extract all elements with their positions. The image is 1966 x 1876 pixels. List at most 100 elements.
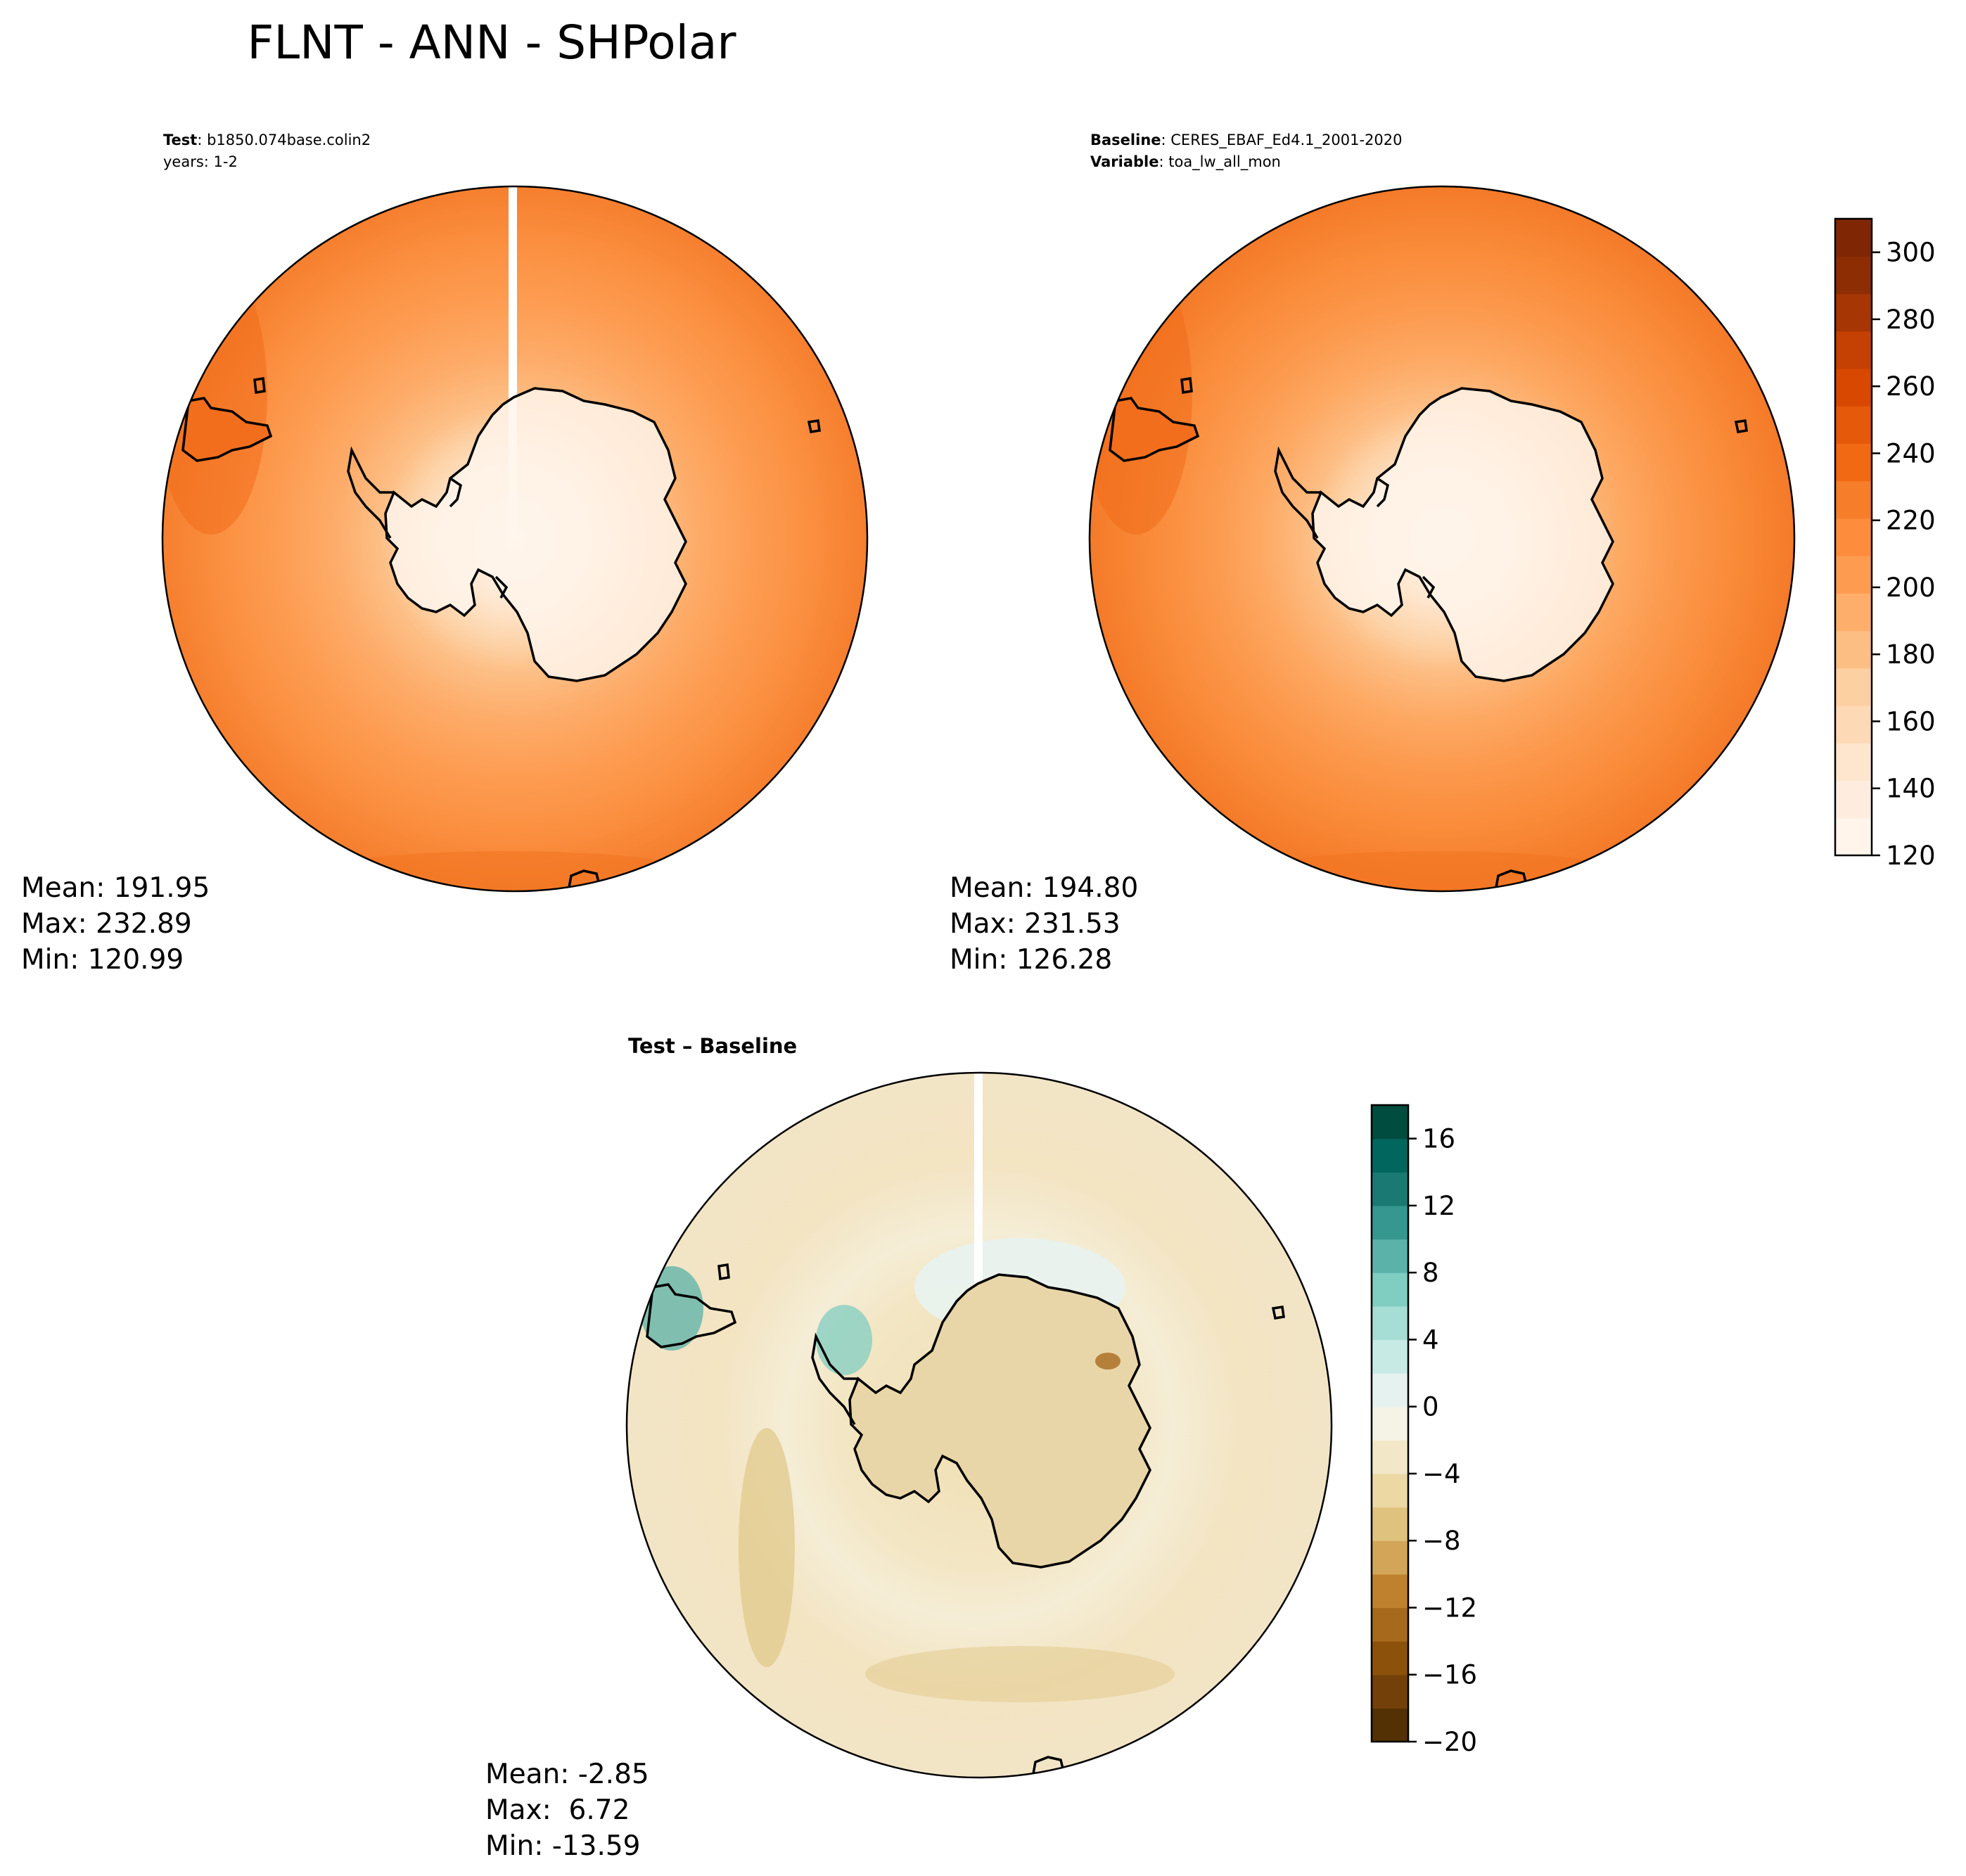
colorbar-diff-segment	[1372, 1674, 1408, 1709]
colorbar-main-tick-label: 220	[1886, 506, 1936, 536]
colorbar-diff-tick-label: 8	[1422, 1258, 1439, 1288]
colorbar-main: 120 140 160 180 200 220 240 260 280 300	[1834, 217, 1936, 871]
baseline-map-island	[1734, 419, 1748, 434]
colorbar-diff-segment	[1372, 1607, 1408, 1642]
baseline-map-africa-coast	[1493, 869, 1528, 891]
colorbar-main-segment	[1835, 593, 1872, 632]
baseline-map-falkland-island	[1180, 376, 1193, 395]
colorbar-diff-tick-label: −8	[1422, 1526, 1461, 1556]
diff-map	[625, 1071, 1333, 1779]
baseline-variable-value: : toa_lw_all_mon	[1158, 153, 1281, 170]
test-mean: Mean: 191.95	[21, 872, 210, 904]
figure-title: FLNT - ANN - SHPolar	[247, 15, 736, 70]
test-max: Max: 232.89	[21, 908, 192, 940]
baseline-label-value: : CERES_EBAF_Ed4.1_2001-2020	[1161, 132, 1403, 148]
colorbar-diff-segment	[1372, 1440, 1408, 1474]
baseline-label: Baseline: CERES_EBAF_Ed4.1_2001-2020 Var…	[1090, 129, 1402, 173]
diff-stats: Mean: -2.85 Max: 6.72 Min: -13.59	[485, 1756, 649, 1864]
test-map-africa-coast	[566, 869, 601, 891]
baseline-stats: Mean: 194.80 Max: 231.53 Min: 126.28	[950, 870, 1138, 978]
colorbar-diff-segment	[1372, 1406, 1408, 1441]
baseline-map-warm-region-south	[1224, 851, 1646, 891]
colorbar-diff-segment	[1372, 1507, 1408, 1541]
colorbar-diff-segment	[1372, 1473, 1408, 1508]
colorbar-main-tick-label: 260	[1886, 371, 1936, 402]
colorbar-main-segment	[1835, 817, 1872, 856]
colorbar-diff-segment	[1372, 1708, 1408, 1742]
diff-map-south-america-coast	[646, 1283, 737, 1348]
diff-map-island	[1271, 1306, 1285, 1320]
colorbar-main-segment	[1835, 743, 1872, 781]
colorbar-main-segment	[1835, 331, 1872, 369]
baseline-map-boundary	[1088, 185, 1796, 893]
colorbar-main-tick-label: 140	[1886, 774, 1936, 804]
colorbar-main-tick-label: 160	[1886, 706, 1936, 736]
colorbar-main-segment	[1835, 256, 1872, 295]
colorbar-diff-tick-label: −12	[1422, 1593, 1477, 1623]
colorbar-main-segment	[1835, 630, 1872, 669]
colorbar-main-tick-label: 300	[1886, 238, 1936, 268]
diff-max: Max: 6.72	[485, 1794, 630, 1826]
baseline-variable-key: Variable	[1090, 153, 1159, 170]
colorbar-diff-segment	[1372, 1239, 1408, 1273]
colorbar-main-segment	[1835, 706, 1872, 744]
colorbar-diff-tick-label: −4	[1422, 1459, 1461, 1489]
baseline-map	[1088, 185, 1796, 893]
colorbar-main-segment	[1835, 368, 1872, 407]
colorbar-main-segment	[1835, 518, 1872, 556]
diff-title: Test – Baseline	[628, 1034, 798, 1058]
test-map-warm-region	[162, 253, 267, 535]
baseline-mean: Mean: 194.80	[950, 872, 1139, 904]
colorbar-main-segment	[1835, 406, 1872, 445]
colorbar-diff-tick-label: 0	[1422, 1392, 1439, 1422]
colorbar-main-segment	[1835, 480, 1872, 519]
test-label: Test: b1850.074base.colin2 years: 1-2	[163, 129, 371, 173]
colorbar-diff: −20 −16 −12 −8 −4 0 4 8 12 16	[1370, 1104, 1477, 1757]
test-min: Min: 120.99	[21, 944, 184, 976]
diff-map-antarctica-coast	[848, 1273, 1151, 1569]
diff-map-negative-region	[739, 1428, 795, 1667]
colorbar-diff-tick-label: 12	[1422, 1191, 1455, 1221]
test-label-key: Test	[163, 132, 198, 148]
colorbar-main-tick-label: 200	[1886, 573, 1936, 603]
colorbar-main-tick-label: 180	[1886, 639, 1936, 670]
diff-map-boundary	[625, 1071, 1333, 1779]
baseline-max: Max: 231.53	[950, 908, 1121, 940]
diff-map-positive-region-peninsula	[816, 1305, 872, 1375]
colorbar-main-tick-label: 280	[1886, 305, 1936, 335]
test-years: years: 1-2	[163, 153, 238, 170]
diff-map-africa-coast	[1030, 1756, 1065, 1778]
colorbar-main-segment	[1835, 443, 1872, 482]
colorbar-diff-segment	[1372, 1540, 1408, 1575]
diff-map-negative-region-south	[865, 1646, 1175, 1702]
colorbar-main-tick-label: 240	[1886, 438, 1936, 468]
colorbar-diff-segment	[1372, 1105, 1408, 1140]
baseline-map-south-america-coast	[1109, 397, 1200, 462]
colorbar-diff-tick-label: 4	[1422, 1325, 1439, 1355]
test-map-island	[807, 419, 821, 434]
colorbar-diff-frame	[1370, 1104, 1410, 1743]
colorbar-diff-segment	[1372, 1205, 1408, 1240]
colorbar-main-segment	[1835, 219, 1872, 257]
colorbar-main-segment	[1835, 780, 1872, 819]
colorbar-diff-segment	[1372, 1641, 1408, 1676]
colorbar-diff-segment	[1372, 1138, 1408, 1173]
colorbar-main-segment	[1835, 556, 1872, 594]
baseline-map-warm-region	[1090, 253, 1192, 535]
test-map-south-america-coast	[181, 397, 273, 462]
colorbar-diff-segment	[1372, 1306, 1408, 1341]
colorbar-diff-segment	[1372, 1339, 1408, 1374]
colorbar-diff-segment	[1372, 1373, 1408, 1408]
diff-min: Min: -13.59	[485, 1830, 641, 1862]
test-map	[161, 185, 869, 893]
colorbar-main-segment	[1835, 668, 1872, 706]
colorbar-diff-segment	[1372, 1574, 1408, 1609]
test-stats: Mean: 191.95 Max: 232.89 Min: 120.99	[21, 870, 210, 978]
baseline-min: Min: 126.28	[950, 944, 1113, 976]
diff-map-peninsula-coast	[811, 1332, 858, 1425]
colorbar-main-tick-label: 120	[1886, 841, 1936, 871]
colorbar-main-frame	[1834, 217, 1873, 857]
test-map-warm-region-south	[295, 851, 717, 891]
diff-mean: Mean: -2.85	[485, 1759, 649, 1790]
diff-map-falkland-island	[717, 1263, 730, 1281]
